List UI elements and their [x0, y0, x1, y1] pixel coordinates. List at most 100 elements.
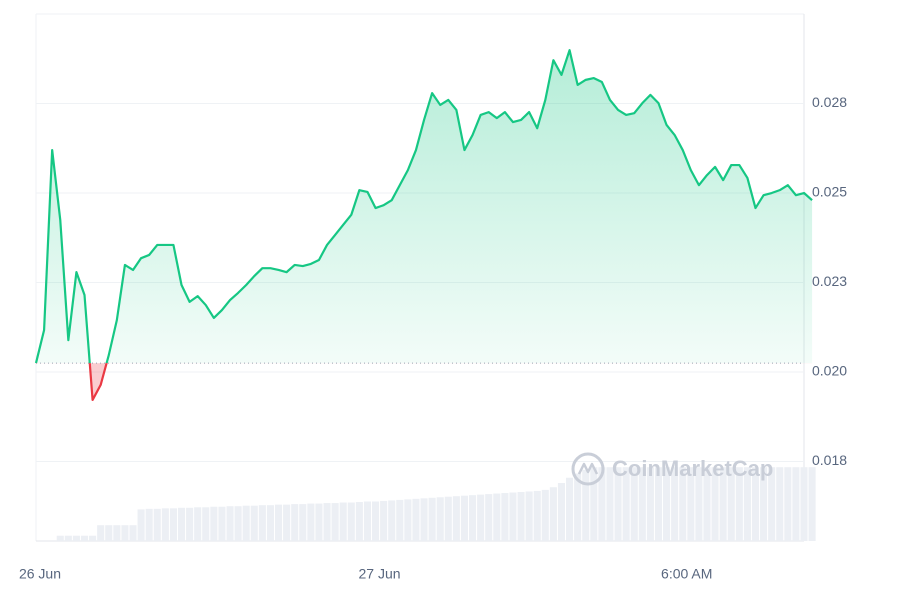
volume-bar [258, 505, 266, 541]
volume-bar [509, 492, 517, 541]
volume-bar [784, 467, 792, 541]
volume-bar [469, 495, 477, 541]
volume-bar [420, 498, 428, 541]
volume-bar [97, 525, 105, 541]
volume-bar [638, 467, 646, 541]
x-tick-label: 27 Jun [359, 566, 401, 582]
volume-bar [202, 507, 210, 541]
volume-bar [436, 497, 444, 541]
volume-bar [477, 494, 485, 541]
volume-bar [355, 502, 363, 541]
volume-bar [299, 504, 307, 541]
volume-bar [452, 496, 460, 541]
volume-bar [194, 507, 202, 541]
volume-bar [598, 467, 606, 541]
volume-bar [808, 467, 816, 541]
volume-bar [743, 467, 751, 541]
volume-bar [234, 506, 242, 541]
volume-bar [89, 535, 97, 541]
volume-bar [541, 489, 549, 541]
volume-bar [363, 501, 371, 541]
volume-bar [703, 467, 711, 541]
volume-bar [590, 467, 598, 541]
watermark-logo-mark [577, 462, 599, 475]
volume-bar [671, 467, 679, 541]
volume-bar [622, 467, 630, 541]
volume-bar [404, 499, 412, 541]
volume-bar [760, 467, 768, 541]
volume-bar [646, 467, 654, 541]
volume-bar [679, 467, 687, 541]
volume-bar [412, 498, 420, 541]
volume-bar [137, 509, 145, 541]
volume-bar [274, 504, 283, 541]
volume-bar [751, 467, 760, 541]
y-tick-label: 0.023 [812, 273, 847, 289]
y-tick-label: 0.028 [812, 94, 847, 110]
volume-bar [614, 467, 622, 541]
volume-bar [323, 503, 331, 541]
volume-bar [517, 491, 525, 541]
volume-bar [177, 507, 186, 541]
volume-bar [695, 467, 703, 541]
volume-bar [396, 499, 404, 541]
watermark-text: CoinMarketCap [612, 456, 773, 481]
volume-bar [169, 508, 177, 541]
watermark-logo [571, 452, 605, 486]
volume-bar [525, 491, 533, 541]
volume-bar [792, 467, 800, 541]
volume-bars [56, 467, 816, 541]
volume-bar [428, 497, 436, 541]
volume-bar [735, 467, 743, 541]
volume-bar [493, 493, 501, 541]
volume-bar [331, 503, 339, 541]
volume-bar [266, 505, 274, 541]
volume-bar [186, 507, 194, 541]
volume-bar [549, 487, 557, 541]
y-tick-label: 0.018 [812, 452, 847, 468]
x-tick-label: 26 Jun [19, 566, 61, 582]
volume-bar [727, 467, 735, 541]
volume-bar [654, 467, 663, 541]
volume-bar [533, 490, 541, 541]
volume-bar [339, 502, 347, 541]
volume-bar [711, 467, 719, 541]
volume-bar [105, 525, 113, 541]
volume-bar [80, 535, 89, 541]
volume-bar [380, 500, 388, 541]
price-line-up [34, 49, 813, 364]
volume-bar [663, 467, 671, 541]
volume-bar [687, 467, 695, 541]
volume-bar [153, 508, 161, 541]
volume-bar [250, 505, 258, 541]
volume-bar [460, 495, 469, 541]
volume-bar [145, 508, 153, 541]
volume-bar [347, 502, 355, 541]
volume-bar [218, 506, 226, 541]
volume-bar [557, 483, 566, 541]
y-tick-label: 0.020 [812, 363, 847, 379]
volume-bar [72, 535, 80, 541]
volume-bar [606, 467, 614, 541]
volume-bar [291, 504, 299, 541]
volume-bar [566, 477, 574, 541]
volume-bar [630, 467, 638, 541]
volume-bar [371, 501, 380, 541]
volume-bar [210, 506, 218, 541]
y-tick-label: 0.025 [812, 184, 847, 200]
volume-bar [129, 525, 137, 541]
price-area-up [36, 50, 813, 364]
volume-bar [242, 505, 250, 541]
x-tick-label: 6:00 AM [661, 566, 712, 582]
volume-bar [800, 467, 808, 541]
volume-bar [768, 467, 776, 541]
volume-bar [719, 467, 727, 541]
watermark: CoinMarketCap [571, 452, 773, 486]
volume-bar [776, 467, 784, 541]
volume-bar [315, 503, 323, 541]
volume-bar [64, 535, 72, 541]
volume-bar [307, 503, 315, 541]
volume-bar [121, 525, 129, 541]
